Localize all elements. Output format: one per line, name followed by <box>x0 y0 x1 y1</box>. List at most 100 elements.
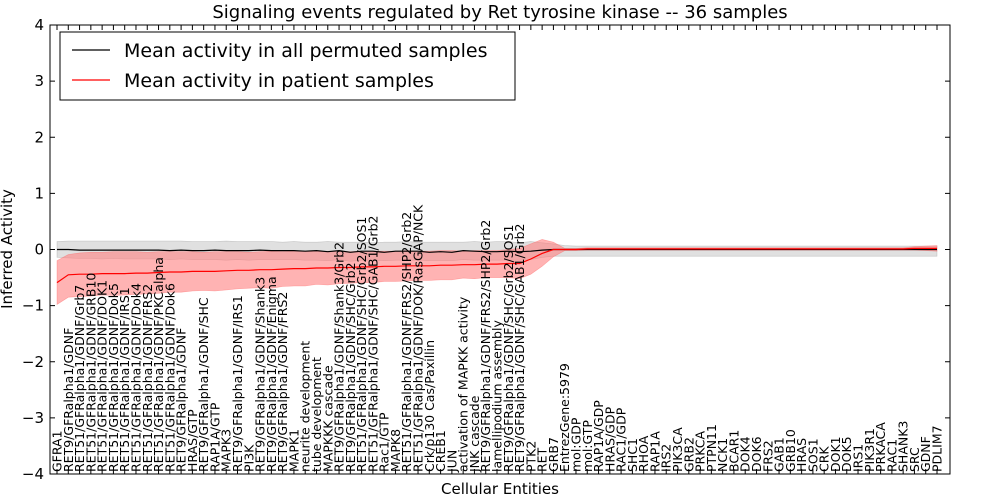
x-category-label: GRB7 <box>546 437 561 472</box>
x-category-label: DOK6 <box>749 436 764 472</box>
x-category-label: MAPK8 <box>388 429 403 472</box>
x-category-label: RET51/GFRalpha1/GDNF/Dok4 <box>129 283 144 472</box>
x-axis-ticks: GFRA1RET9/GFRalpha1/GDNFRET51/GFRalpha1/… <box>50 25 945 474</box>
y-axis-label: Inferred Activity <box>0 189 16 309</box>
x-category-label: RET51/GFRalpha1/GDNF/FRS2/SHP2/Grb2 <box>399 212 414 472</box>
x-category-label: PIK3CA <box>670 427 685 472</box>
x-category-label: MAPKKK cascade <box>320 365 335 472</box>
x-category-label: RET9/GFRalpha1/GDNF/SHC <box>196 297 211 472</box>
y-tick-label: 4 <box>34 16 44 34</box>
x-category-label: RAC1 <box>884 439 899 472</box>
x-category-label: GRB10 <box>783 429 798 472</box>
x-category-label: GAB1 <box>772 437 787 472</box>
x-category-label: RET51/GFRalpha1/GDNF/FRS2 <box>140 284 155 472</box>
x-category-label: CRK <box>817 446 832 472</box>
x-category-label: RET9/GFRalpha1/GDNF/FRS2 <box>275 292 290 472</box>
x-category-label: Crk/p130 Cas/Paxillin <box>422 340 437 472</box>
x-category-label: RET9/GFRalpha1/GDNF/FRS2/SHP2/Grb2 <box>478 220 493 472</box>
x-category-label: RET9/GFRalpha1/GDNF/SHC/GAB1/Grb2 <box>512 223 527 472</box>
x-category-label: IRS1 <box>851 444 866 472</box>
x-category-label: PI3K <box>241 444 256 472</box>
y-tick-label: −3 <box>22 409 44 427</box>
x-category-label: PRKCA <box>693 431 708 472</box>
x-category-label: BCAR1 <box>726 430 741 472</box>
x-category-label: RET <box>535 447 550 472</box>
x-category-label: PTK2 <box>523 441 538 472</box>
x-category-label: HRAS/GTP <box>185 409 200 472</box>
x-category-label: RET51/GFRalpha1/GDNF/GRB10 <box>83 273 98 472</box>
x-category-label: DOK5 <box>839 436 854 472</box>
y-axis-ticks: −4 −3 −2 −1 0 1 2 3 4 <box>22 16 950 483</box>
x-category-label: RET51/GFRalpha1/GDNF/Grb7 <box>72 285 87 472</box>
x-category-label: RET9/GFRalpha1/GDNF <box>61 328 76 472</box>
x-category-label: RAC1/GDP <box>614 407 629 472</box>
x-category-label: RET51/GFRalpha1/GDNF/SHC/Grb2/SOS1 <box>354 217 369 472</box>
x-category-label: tube development <box>309 357 324 472</box>
y-tick-label: 1 <box>34 184 44 202</box>
y-tick-label: −1 <box>22 297 44 315</box>
legend-label-permuted: Mean activity in all permuted samples <box>124 40 487 62</box>
x-category-label: SOS1 <box>805 438 820 472</box>
x-category-label: JUN <box>444 450 459 473</box>
x-category-label: GDNF <box>918 436 933 472</box>
x-category-label: Rac1/GTP <box>377 412 392 472</box>
x-category-label: JNK cascade <box>467 395 482 473</box>
y-tick-label: −4 <box>22 465 44 483</box>
x-category-label: RET51/GFRalpha1/GDNF/Dok6 <box>162 283 177 472</box>
x-category-label: mol:GTP <box>580 420 595 472</box>
x-category-label: RAP1A <box>647 431 662 472</box>
x-category-label: SHANK3 <box>896 421 911 472</box>
x-category-label: EntrezGene:5979 <box>557 363 572 472</box>
x-category-label: PDLIM7 <box>930 425 945 472</box>
x-category-label: HRAS/GDP <box>602 406 617 472</box>
y-tick-label: 3 <box>34 72 44 90</box>
x-category-label: MAPK1 <box>286 429 301 472</box>
x-category-label: neurite development <box>298 341 313 472</box>
x-category-label: RET9/GFRalpha1/GDNF/SHC/Grb2/SOS1 <box>501 225 516 472</box>
x-category-label: RAP1A/GDP <box>591 400 606 472</box>
x-category-label: RET51/GFRalpha1/GDNF/PKCalpha <box>151 257 166 472</box>
x-category-label: RET51/GFRalpha1/GDNF/DOK1 <box>95 280 110 472</box>
x-category-label: RET9/GFRalpha1/GDNF/SHC/Grb2 <box>343 262 358 472</box>
x-category-label: MAPK3 <box>219 429 234 472</box>
chart-title: Signaling events regulated by Ret tyrosi… <box>212 2 787 23</box>
x-category-label: PTPN11 <box>704 424 719 472</box>
x-category-label: PRKACA <box>873 422 888 472</box>
x-category-label: DOK1 <box>828 436 843 472</box>
x-category-label: RAP1A/GTP <box>207 402 222 472</box>
y-tick-label: 0 <box>34 241 44 259</box>
x-category-label: FRS2 <box>760 440 775 472</box>
x-category-label: RHOA <box>636 435 651 472</box>
x-category-label: activation of MAPKK activity <box>456 296 471 472</box>
x-category-label: SHC1 <box>625 438 640 472</box>
y-tick-label: 2 <box>34 128 44 146</box>
x-category-label: DOK4 <box>738 436 753 472</box>
x-category-label: RET9/GFRalpha1/GDNF/Enigma <box>264 276 279 472</box>
x-category-label: HRAS <box>794 438 809 472</box>
series-lines <box>56 247 937 284</box>
x-category-label: RET51/GFRalpha1/GDNF/SHC/GAB1/Grb2 <box>365 216 380 472</box>
plot-frame <box>49 24 951 475</box>
x-category-label: mol:GDP <box>569 417 584 472</box>
x-category-label: RET9/GFRalpha1/GDNF/Shank3/Grb2 <box>332 242 347 472</box>
x-category-label: SRC <box>907 447 922 472</box>
x-category-label: GFRA1 <box>50 430 65 472</box>
legend-label-patient: Mean activity in patient samples <box>124 70 434 92</box>
x-category-label: RET9/GFRalpha1/GDNF/IRS1 <box>230 295 245 472</box>
x-category-label: IRS2 <box>659 444 674 472</box>
x-category-label: PIK3R1 <box>862 428 877 472</box>
x-category-label: CREB1 <box>433 430 448 472</box>
legend: Mean activity in all permuted samples Me… <box>59 31 516 101</box>
x-category-label: GRB2 <box>681 437 696 472</box>
x-axis-label: Cellular Entities <box>441 480 559 498</box>
legend-box <box>59 31 516 101</box>
patient-mean-line <box>56 247 937 284</box>
x-category-label: RET51/GFRalpha1/GDNF/IRS1 <box>117 287 132 472</box>
x-category-label: RET9/GFRalpha1/GDNF <box>174 328 189 472</box>
y-tick-label: −2 <box>22 353 44 371</box>
x-category-label: RET51/GFRalpha1/GDNF/DOK/RasGAP/NCK <box>411 204 426 472</box>
x-category-label: RET9/GFRalpha1/GDNF/Shank3 <box>253 277 268 472</box>
x-category-label: RET51/GFRalpha1/GDNF/Dok5 <box>106 283 121 472</box>
x-category-label: lamellipodium assembly <box>490 320 505 472</box>
